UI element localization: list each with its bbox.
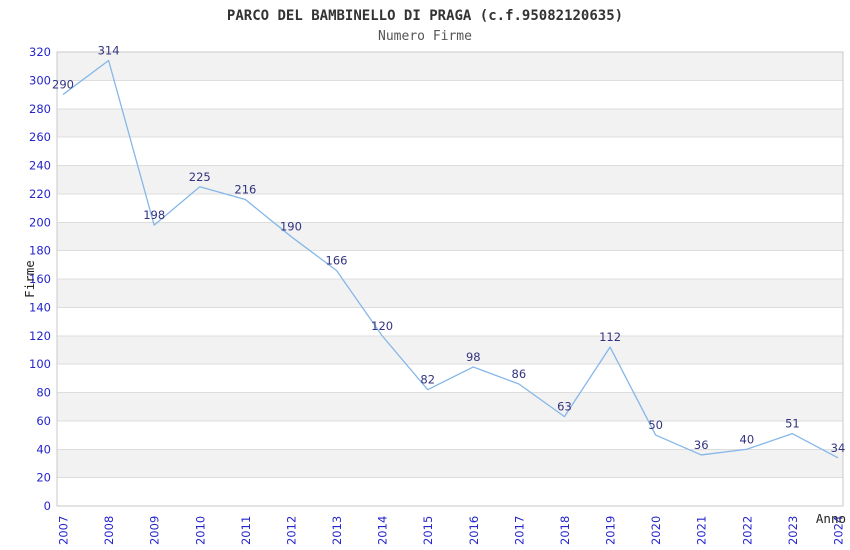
y-tick-label: 40 [36,442,51,456]
data-label: 34 [831,441,846,455]
x-tick-label: 2023 [786,516,800,545]
x-tick-label: 2015 [421,516,435,545]
y-tick-label: 120 [29,329,51,343]
data-label: 36 [694,438,709,452]
y-tick-label: 240 [29,159,51,173]
x-tick-label: 2020 [649,516,663,545]
data-label: 166 [326,253,348,267]
grid-band [57,250,843,279]
grid-band [57,222,843,251]
grid-band [57,193,843,223]
data-label: 112 [599,330,621,344]
y-tick-label: 280 [29,102,51,116]
grid-band [57,165,843,194]
data-label: 82 [420,373,435,387]
y-tick-label: 300 [29,73,51,87]
y-tick-label: 260 [29,130,51,144]
data-label: 216 [234,183,256,197]
y-tick-label: 0 [44,499,51,513]
data-label: 198 [143,208,165,222]
plot-area: 0 20 40 60 80 100 120 140 160 180 200 220 240 260 280 3… [29,44,845,545]
data-label: 225 [189,170,211,184]
plot-border [56,51,844,507]
x-tick-label: 2021 [695,516,709,545]
x-tick-label: 2010 [193,516,207,545]
grid-band [57,335,843,365]
y-axis-title: Firme [22,260,37,298]
x-tick-label: 2007 [57,516,71,545]
data-label: 98 [466,350,481,364]
grid-band [57,449,843,478]
y-tick-label: 220 [29,187,51,201]
data-label: 86 [512,367,527,381]
grid-band [57,392,843,421]
series-line [62,59,839,459]
y-tick-label: 100 [29,357,51,371]
grid-band [57,420,843,450]
chart-title: PARCO DEL BAMBINELLO DI PRAGA (c.f.95082… [227,8,623,24]
x-tick-label: 2008 [102,516,116,545]
y-tick-label: 140 [29,300,51,314]
x-tick-label: 2016 [467,516,481,545]
grid-band [57,307,843,336]
y-tick-label: 160 [29,272,51,286]
x-tick-label: 2009 [148,516,162,545]
data-label: 290 [52,78,74,92]
x-tick-label: 2012 [284,516,298,545]
data-label: 51 [785,417,800,431]
grid-band [57,279,843,308]
y-tick-label: 60 [36,414,51,428]
y-tick-label: 180 [29,244,51,258]
grid-band [57,80,843,109]
x-tick-label: 2013 [330,516,344,545]
data-label: 314 [98,44,120,58]
y-tick-label: 80 [36,386,51,400]
grid-band [57,477,843,506]
x-axis-title: Anno [816,511,846,526]
data-label: 40 [740,432,755,446]
grid-band [57,137,843,166]
chart-subtitle: Numero Firme [378,29,472,44]
grid-band [57,52,843,81]
y-tick-label: 200 [29,215,51,229]
x-tick-label: 2024 [832,516,846,545]
y-tick-label: 320 [29,45,51,59]
data-label: 190 [280,219,302,233]
x-tick-label: 2014 [376,516,390,545]
x-tick-label: 2022 [740,516,754,545]
grid-band [57,108,843,138]
data-label: 50 [648,418,663,432]
data-label: 120 [371,319,393,333]
y-tick-label: 20 [36,471,51,485]
x-tick-label: 2019 [604,516,618,545]
x-tick-label: 2018 [558,516,572,545]
data-label: 63 [557,400,572,414]
x-tick-label: 2011 [239,516,253,545]
x-tick-label: 2017 [512,516,526,545]
